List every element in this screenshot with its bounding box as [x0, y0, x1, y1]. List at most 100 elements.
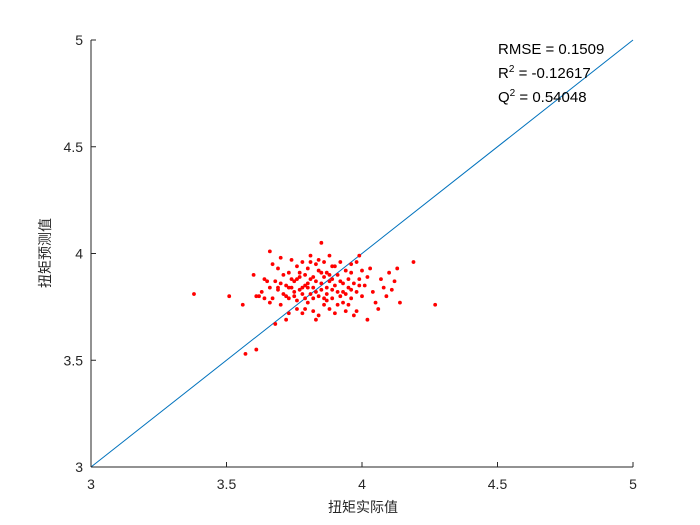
data-point — [295, 307, 299, 311]
data-point — [411, 260, 416, 264]
data-point — [330, 287, 335, 292]
data-point — [319, 270, 324, 275]
data-point — [349, 296, 354, 301]
data-point — [289, 258, 294, 262]
data-point — [262, 277, 267, 282]
data-point — [300, 292, 305, 296]
data-point — [240, 302, 245, 307]
data-point — [324, 270, 329, 275]
data-point — [322, 275, 326, 279]
data-point — [349, 287, 354, 292]
data-point — [192, 292, 196, 296]
data-point — [257, 294, 261, 299]
data-point — [292, 294, 297, 299]
data-point — [284, 317, 289, 322]
data-point — [303, 307, 307, 311]
data-point — [295, 298, 299, 303]
data-point — [357, 253, 362, 258]
data-point — [308, 292, 313, 296]
data-point — [368, 266, 373, 271]
data-point — [365, 275, 370, 279]
data-point — [300, 260, 305, 264]
data-point — [311, 275, 316, 279]
data-point — [360, 268, 364, 273]
data-point — [270, 296, 275, 301]
data-point — [300, 311, 305, 316]
data-point — [227, 294, 232, 299]
data-point — [398, 300, 402, 305]
data-point — [295, 277, 299, 282]
data-point — [278, 255, 283, 260]
data-point — [286, 296, 291, 301]
data-point — [314, 262, 318, 267]
data-point — [251, 272, 256, 277]
data-point — [259, 290, 264, 294]
data-point — [360, 294, 364, 299]
data-point — [316, 294, 321, 299]
x-tick-label: 4 — [358, 476, 366, 492]
data-point — [381, 285, 386, 290]
y-tick-label: 5 — [75, 32, 83, 48]
data-point — [289, 277, 294, 282]
data-point — [341, 281, 345, 286]
data-point — [324, 292, 329, 296]
data-point — [354, 290, 359, 294]
data-point — [308, 253, 313, 258]
data-point — [351, 281, 356, 286]
data-point — [292, 290, 297, 294]
data-point — [333, 264, 337, 269]
data-point — [243, 351, 248, 356]
data-point — [308, 260, 313, 264]
data-point — [379, 277, 383, 282]
x-tick-label: 4.5 — [488, 476, 508, 492]
data-point — [335, 290, 340, 294]
data-point — [322, 302, 326, 307]
data-point — [267, 285, 272, 290]
data-point — [357, 283, 362, 288]
data-point — [284, 294, 289, 299]
data-point — [297, 275, 302, 279]
data-point — [305, 266, 310, 271]
data-point — [278, 302, 283, 307]
data-point — [376, 307, 381, 311]
data-point — [327, 279, 332, 284]
y-axis-title: 扭矩预测值 — [38, 218, 54, 288]
data-point — [319, 287, 324, 292]
data-point — [373, 300, 378, 305]
data-point — [262, 296, 267, 301]
data-point — [392, 279, 397, 284]
data-point — [341, 300, 345, 305]
data-point — [289, 285, 294, 290]
x-tick-label: 3 — [87, 476, 95, 492]
data-point — [343, 268, 348, 273]
data-point — [322, 296, 326, 301]
data-point — [254, 294, 259, 299]
data-point — [276, 287, 280, 292]
data-point — [349, 270, 354, 275]
data-point — [338, 260, 343, 264]
data-point — [324, 298, 329, 303]
data-point — [311, 296, 316, 301]
data-point — [322, 260, 326, 264]
data-point — [354, 260, 359, 264]
data-point — [343, 309, 348, 314]
data-point — [354, 309, 359, 314]
data-point — [365, 317, 370, 322]
data-point — [316, 268, 321, 273]
annotation-line: Q2 = 0.54048 — [498, 88, 587, 106]
x-axis-title: 扭矩实际值 — [328, 500, 398, 516]
annotation-line: R2 = -0.12617 — [498, 64, 591, 82]
data-point — [311, 309, 316, 314]
data-point — [314, 290, 318, 294]
data-point — [370, 290, 375, 294]
data-point — [343, 292, 348, 296]
data-point — [314, 279, 318, 284]
data-point — [297, 287, 302, 292]
data-point — [270, 262, 275, 267]
data-point — [284, 283, 289, 288]
data-point — [281, 292, 286, 296]
data-point — [357, 277, 362, 282]
data-point — [278, 281, 283, 286]
x-tick-label: 5 — [629, 476, 637, 492]
